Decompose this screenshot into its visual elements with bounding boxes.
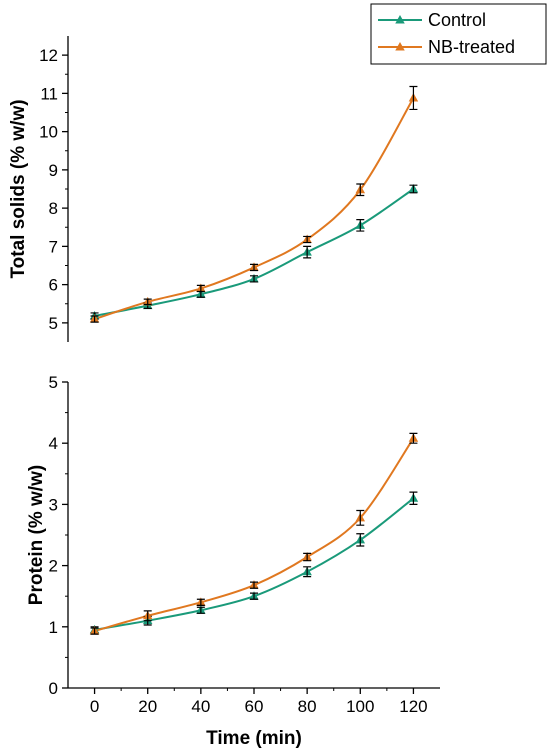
top-series-line-control [94,188,414,317]
bottom-y-tick-label: 0 [49,679,58,698]
x-axis-title: Time (min) [206,728,302,749]
top-series-group [89,85,419,323]
top-error-bar-control [303,245,312,259]
bottom-error-bar-control [409,491,418,505]
bottom-error-bar-nb-treated [303,552,312,562]
top-error-bar-nb-treated [90,315,99,323]
top-y-axis-title: Total solids (% w/w) [8,99,29,278]
top-y-tick-label: 7 [49,237,58,256]
bottom-error-bar-nb-treated [143,610,152,622]
top-error-bar-control [250,275,258,283]
top-error-bar-nb-treated [250,263,258,272]
bottom-y-tick-label: 4 [49,434,58,453]
top-y-tick-label: 9 [49,161,58,180]
legend-marker-control [395,15,405,24]
legend: Control NB-treated [370,3,547,65]
bottom-error-bar-nb-treated [409,432,418,444]
bottom-error-bar-control [250,592,258,600]
top-y-ticks: 5 6 7 8 9 10 11 12 [39,46,68,333]
bottom-y-ticks: 0 1 2 3 4 5 [49,373,68,698]
top-series-line-nb-treated [94,97,415,321]
x-tick-label: 60 [245,697,264,716]
x-tick-label: 100 [346,697,374,716]
x-tick-label: 0 [90,697,99,716]
bottom-error-bar-nb-treated [356,509,365,526]
bottom-error-bar-control [356,533,365,547]
bottom-error-bar-nb-treated [90,627,99,635]
top-error-bar-nb-treated [356,183,365,197]
bottom-y-tick-label: 5 [49,373,58,392]
legend-label-control: Control [428,10,486,30]
bottom-y-tick-label: 1 [49,618,58,637]
bottom-series-line-nb-treated [94,437,415,633]
legend-box [370,3,547,65]
total-solids-panel: 5 6 7 8 9 10 11 12 Total solids (% w/w) [8,36,419,342]
top-y-tick-label: 11 [40,84,58,103]
bottom-y-axis-title: Protein (% w/w) [26,465,47,605]
top-y-tick-label: 6 [49,276,58,295]
top-error-bar-nb-treated [196,284,205,293]
legend-entry-control: Control [378,10,486,30]
bottom-y-tick-label: 2 [49,557,58,576]
top-error-bar-control [409,184,418,194]
bottom-error-bar-nb-treated [250,581,258,589]
top-y-tick-label: 10 [39,123,58,142]
x-tick-label: 20 [138,697,157,716]
top-y-tick-label: 8 [49,199,58,218]
top-y-tick-label: 12 [39,46,58,65]
x-tick-label: 40 [191,697,210,716]
bottom-error-bar-control [303,566,312,578]
x-tick-label: 80 [298,697,317,716]
top-error-bar-nb-treated [303,235,312,244]
bottom-error-bar-control [196,606,205,614]
bottom-series-group [89,432,419,635]
bottom-error-bar-nb-treated [196,598,205,606]
top-error-bar-control [356,219,365,232]
bottom-y-tick-label: 3 [49,495,58,514]
x-tick-label: 120 [399,697,427,716]
top-error-bar-nb-treated [409,85,418,111]
legend-entry-nb-treated: NB-treated [378,37,515,57]
protein-panel: 0 1 2 3 4 5 0 20 40 60 80 100 120 Protein (% w/w) T… [26,373,440,749]
legend-label-nb-treated: NB-treated [428,37,515,57]
top-error-bar-nb-treated [143,298,152,306]
legend-marker-nb-treated [395,42,405,51]
bottom-series-line-control [94,497,415,631]
top-y-tick-label: 5 [49,314,58,333]
bottom-x-ticks: 0 20 40 60 80 100 120 [90,688,428,716]
